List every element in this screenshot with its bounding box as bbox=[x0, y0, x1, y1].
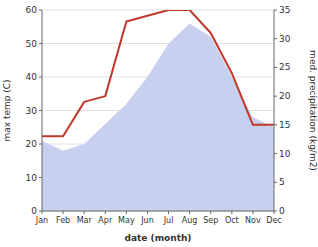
area bbox=[42, 23, 274, 211]
x-tick bbox=[63, 211, 64, 214]
y-tick bbox=[39, 77, 42, 78]
y-tick bbox=[39, 10, 42, 11]
y2-axis-line bbox=[274, 10, 275, 211]
y2-tick bbox=[274, 10, 277, 11]
y-tick bbox=[39, 43, 42, 44]
y2-tick-label: 15 bbox=[279, 120, 290, 130]
y-tick-label: 50 bbox=[26, 39, 38, 49]
y2-tick bbox=[274, 96, 277, 97]
x-tick bbox=[42, 211, 43, 214]
grid-line bbox=[42, 211, 274, 212]
x-axis-line bbox=[42, 211, 274, 212]
x-tick bbox=[252, 211, 253, 214]
y2-tick bbox=[274, 67, 277, 68]
x-tick-label: Jul bbox=[163, 216, 174, 225]
chart: 0 10 20 30 40 50 60 0 5 10 15 20 25 30 35 Jan Feb Mar Apr M… bbox=[0, 0, 318, 247]
y2-tick-label: 0 bbox=[279, 206, 285, 216]
grid-line bbox=[42, 43, 274, 44]
x-tick-label: May bbox=[118, 216, 135, 225]
grid-line bbox=[42, 10, 274, 11]
line bbox=[42, 10, 274, 136]
y-tick-label: 0 bbox=[31, 206, 37, 216]
y-tick-label: 40 bbox=[26, 72, 38, 82]
x-tick-label: Jan bbox=[35, 216, 48, 225]
y-tick-label: 20 bbox=[26, 139, 38, 149]
x-tick-label: Nov bbox=[245, 216, 261, 225]
x-tick bbox=[105, 211, 106, 214]
y2-tick-label: 20 bbox=[279, 91, 291, 101]
y2-tick-label: 25 bbox=[279, 62, 290, 72]
y2-tick-label: 35 bbox=[279, 5, 290, 15]
y2-tick bbox=[274, 182, 277, 183]
plot-area bbox=[42, 10, 274, 211]
y-axis-label: max temp (C) bbox=[2, 79, 12, 141]
y2-tick-label: 30 bbox=[279, 34, 291, 44]
y-tick-label: 30 bbox=[26, 106, 38, 116]
x-tick bbox=[274, 211, 275, 214]
y2-tick-label: 10 bbox=[279, 149, 291, 159]
y2-tick bbox=[274, 153, 277, 154]
y-tick-label: 10 bbox=[26, 173, 38, 183]
x-tick bbox=[126, 211, 127, 214]
x-tick bbox=[84, 211, 85, 214]
x-axis-label: date (month) bbox=[125, 233, 192, 243]
x-tick bbox=[168, 211, 169, 214]
x-tick-label: Dec bbox=[266, 216, 281, 225]
y2-tick-label: 5 bbox=[279, 177, 285, 187]
x-tick bbox=[231, 211, 232, 214]
x-tick-label: Jun bbox=[140, 216, 154, 225]
y-tick bbox=[39, 144, 42, 145]
y-tick bbox=[39, 110, 42, 111]
x-tick-label: Feb bbox=[56, 216, 70, 225]
x-tick-label: Mar bbox=[77, 216, 93, 225]
y2-tick bbox=[274, 38, 277, 39]
x-tick-label: Oct bbox=[225, 216, 239, 225]
y-tick-label: 60 bbox=[26, 5, 38, 15]
x-tick-label: Sep bbox=[203, 216, 218, 225]
x-tick bbox=[189, 211, 190, 214]
x-tick bbox=[210, 211, 211, 214]
x-tick bbox=[147, 211, 148, 214]
y2-axis-label: med. precipitation (kg/m2) bbox=[308, 50, 318, 171]
y-tick bbox=[39, 177, 42, 178]
x-tick-label: Aug bbox=[182, 216, 198, 225]
y2-tick bbox=[274, 124, 277, 125]
x-tick-label: Apr bbox=[98, 216, 113, 225]
